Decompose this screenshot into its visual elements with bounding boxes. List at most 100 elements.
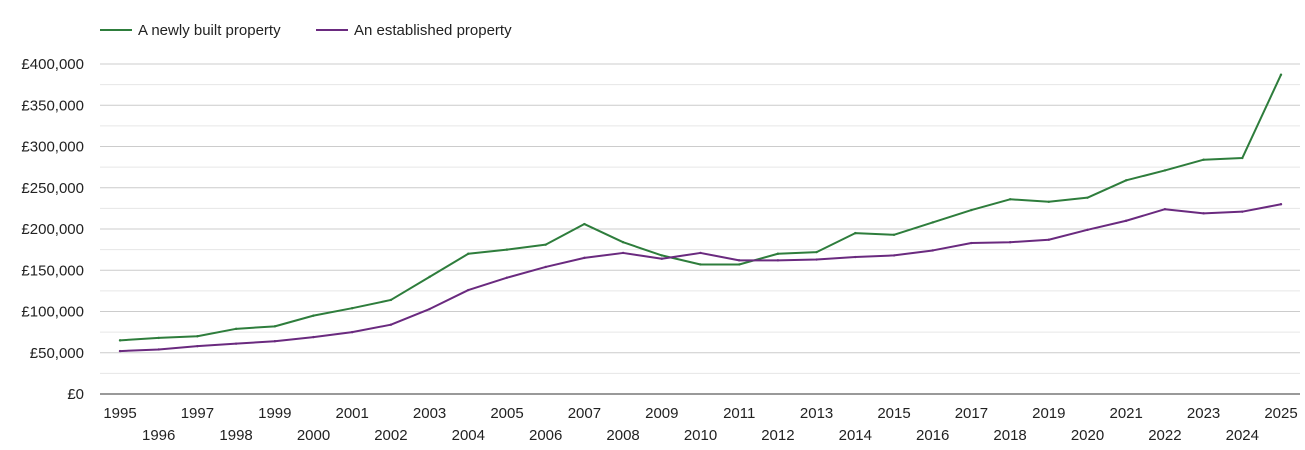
x-tick-label: 2010 — [684, 427, 717, 444]
data-point — [1202, 212, 1204, 214]
data-point — [506, 276, 508, 278]
data-point — [467, 253, 469, 255]
data-point — [854, 232, 856, 234]
legend-item: A newly built property — [100, 22, 281, 39]
legend: A newly built property An established pro… — [100, 22, 512, 39]
x-tick-label: 2000 — [297, 427, 330, 444]
data-point — [196, 335, 198, 337]
y-tick-label: £250,000 — [21, 180, 84, 197]
data-point — [1048, 201, 1050, 203]
data-point — [274, 340, 276, 342]
x-tick-label: 2002 — [374, 427, 407, 444]
data-point — [970, 209, 972, 211]
y-axis: £0 £50,000 £100,000 £150,000 £200,000 £250,00… — [21, 56, 84, 403]
data-point — [1280, 203, 1282, 205]
data-point — [235, 342, 237, 344]
data-point — [1048, 239, 1050, 241]
data-point — [1125, 179, 1127, 181]
data-point — [1009, 198, 1011, 200]
x-tick-label: 2003 — [413, 405, 446, 422]
data-point — [661, 254, 663, 256]
x-tick-label: 2006 — [529, 427, 562, 444]
data-point — [699, 252, 701, 254]
data-point — [1164, 169, 1166, 171]
y-tick-label: £350,000 — [21, 97, 84, 114]
data-point — [467, 289, 469, 291]
data-point — [1086, 229, 1088, 231]
data-point — [738, 259, 740, 261]
x-tick-label: 2020 — [1071, 427, 1104, 444]
data-point — [932, 221, 934, 223]
x-tick-label: 2021 — [1110, 405, 1143, 422]
data-point — [777, 259, 779, 261]
data-point — [893, 254, 895, 256]
x-tick-label: 2018 — [993, 427, 1026, 444]
data-point — [738, 263, 740, 265]
data-point — [893, 234, 895, 236]
data-point — [622, 241, 624, 243]
data-point — [815, 251, 817, 253]
x-tick-label: 2019 — [1032, 405, 1065, 422]
legend-label: An established property — [354, 22, 512, 39]
data-point — [274, 325, 276, 327]
x-tick-label: 2008 — [606, 427, 639, 444]
data-point — [1086, 196, 1088, 198]
data-point — [158, 348, 160, 350]
x-tick-label: 2012 — [761, 427, 794, 444]
y-tick-label: £0 — [67, 386, 84, 403]
data-point — [1241, 210, 1243, 212]
y-tick-label: £100,000 — [21, 304, 84, 321]
data-point — [428, 308, 430, 310]
x-tick-label: 2001 — [336, 405, 369, 422]
data-point — [390, 324, 392, 326]
data-point — [699, 263, 701, 265]
data-point — [119, 350, 121, 352]
legend-item: An established property — [316, 22, 512, 39]
x-tick-label: 2015 — [877, 405, 910, 422]
x-tick-label: 2011 — [723, 405, 755, 422]
data-point — [351, 307, 353, 309]
data-point — [545, 266, 547, 268]
grid — [100, 64, 1300, 394]
y-tick-label: £200,000 — [21, 221, 84, 238]
data-point — [545, 243, 547, 245]
x-tick-label: 2017 — [955, 405, 988, 422]
data-point — [583, 223, 585, 225]
data-point — [622, 252, 624, 254]
x-tick-label: 2022 — [1148, 427, 1181, 444]
x-tick-label: 2013 — [800, 405, 833, 422]
line-chart: A newly built property An established pro… — [0, 0, 1305, 450]
data-point — [506, 248, 508, 250]
data-point — [970, 242, 972, 244]
data-point — [1241, 157, 1243, 159]
data-point — [119, 339, 121, 341]
data-point — [777, 253, 779, 255]
x-tick-label: 1998 — [219, 427, 252, 444]
data-point — [932, 249, 934, 251]
x-tick-label: 1997 — [181, 405, 214, 422]
data-point — [1202, 159, 1204, 161]
y-tick-label: £400,000 — [21, 56, 84, 73]
y-tick-label: £50,000 — [30, 345, 84, 362]
x-tick-label: 2016 — [916, 427, 949, 444]
x-tick-label: 2005 — [490, 405, 523, 422]
x-tick-label: 1995 — [103, 405, 136, 422]
y-tick-label: £150,000 — [21, 262, 84, 279]
data-point — [1280, 74, 1282, 76]
series-group — [119, 74, 1282, 353]
data-point — [815, 258, 817, 260]
x-tick-label: 2025 — [1264, 405, 1297, 422]
x-tick-label: 2023 — [1187, 405, 1220, 422]
data-point — [428, 276, 430, 278]
x-tick-label: 2014 — [839, 427, 872, 444]
x-tick-label: 2024 — [1226, 427, 1259, 444]
data-point — [235, 328, 237, 330]
x-tick-label: 1996 — [142, 427, 175, 444]
data-point — [312, 336, 314, 338]
data-point — [1009, 241, 1011, 243]
x-tick-label: 2009 — [645, 405, 678, 422]
data-point — [158, 337, 160, 339]
legend-label: A newly built property — [138, 22, 281, 39]
x-tick-label: 1999 — [258, 405, 291, 422]
series-line-established — [120, 204, 1281, 351]
